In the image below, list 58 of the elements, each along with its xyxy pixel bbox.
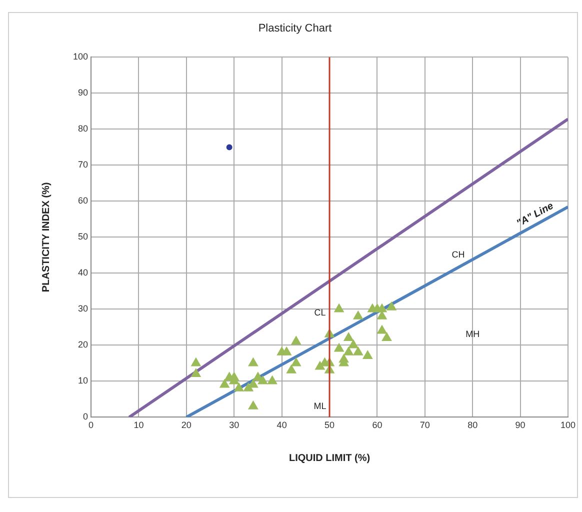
x-tick-label: 90 [515,420,526,430]
point [386,302,396,310]
x-axis-title: LIQUID LIMIT (%) [288,452,370,464]
y-tick-label: 20 [78,340,88,350]
point [191,358,201,366]
point [234,382,244,392]
point [226,144,232,150]
y-axis-title: PLASTICITY INDEX (%) [40,182,52,292]
x-tick-label: 100 [560,420,576,430]
x-tick-label: 80 [468,420,478,430]
annotation: ML [314,400,326,411]
point [334,343,344,352]
x-tick-label: 50 [324,420,335,430]
point [248,358,258,366]
point [382,332,392,341]
y-tick-label: 60 [78,196,88,206]
point [334,304,344,312]
point [248,400,258,410]
point [377,310,387,320]
y-tick-label: 10 [78,376,88,386]
y-tick-label: 0 [83,412,88,422]
x-tick-label: 60 [372,420,382,430]
point [353,346,363,356]
y-tick-label: 40 [78,268,88,278]
point [353,310,363,320]
point [220,379,230,388]
point [229,372,239,381]
point [377,304,387,312]
annotation: "A" Line [514,200,556,230]
y-tick-label: 100 [72,52,88,62]
point [282,346,292,356]
annotation: CH [452,250,465,260]
x-tick-label: 40 [276,420,287,430]
y-tick-label: 80 [78,124,88,134]
point [315,361,325,370]
point [267,376,278,384]
y-tick-label: 90 [78,88,88,98]
annotation: CL [314,307,326,318]
y-tick-label: 30 [78,304,88,314]
point [377,325,387,334]
point [286,364,296,374]
annotation: MH [466,328,480,339]
point [348,340,358,348]
y-tick-label: 70 [78,160,88,170]
x-tick-label: 10 [134,420,144,430]
y-tick-label: 50 [78,232,88,242]
chart-title: Plasticity Chart [258,22,332,35]
x-tick-label: 20 [181,420,192,430]
x-tick-label: 70 [420,420,430,430]
point [362,350,372,359]
point [344,346,354,356]
point [191,368,201,377]
x-tick-label: 30 [229,420,240,430]
point [291,336,301,345]
point [248,379,258,388]
point [344,332,354,341]
point [291,358,301,366]
point [258,376,268,384]
